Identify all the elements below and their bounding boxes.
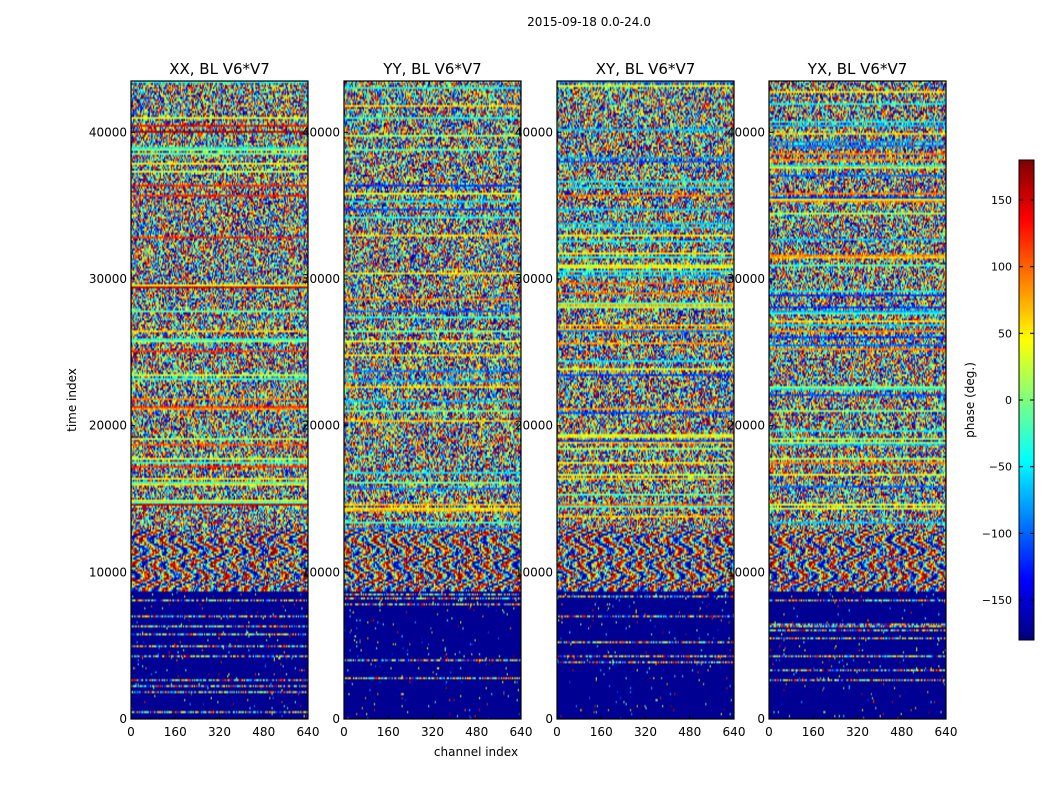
panel-title: YX, BL V6*V7 (807, 60, 908, 78)
x-tick-label: 640 (297, 725, 320, 739)
heatmap-panel: XX, BL V6*V7 0 160 320 480 640 0 10000 20000 3000… (89, 60, 320, 739)
x-tick-label: 480 (465, 725, 488, 739)
x-tick-label: 320 (421, 725, 444, 739)
y-tick-label: 0 (757, 712, 765, 726)
x-tick-label: 640 (723, 725, 746, 739)
x-tick-label: 0 (340, 725, 348, 739)
y-tick-label: 40000 (302, 125, 340, 139)
heatmap-panel: YX, BL V6*V7 0 160 320 480 640 0 10000 20000 3000… (727, 60, 958, 739)
y-tick-label: 20000 (89, 419, 127, 433)
x-tick-label: 480 (252, 725, 275, 739)
y-tick-label: 10000 (89, 565, 127, 579)
colorbar: −150 −100 −50 0 50 100 150 phase (deg.) (963, 159, 1035, 641)
y-tick-label: 40000 (515, 125, 553, 139)
y-tick-label: 10000 (302, 565, 340, 579)
panel-title: XY, BL V6*V7 (596, 60, 696, 78)
x-tick-label: 480 (890, 725, 913, 739)
figure-suptitle: 2015-09-18 0.0-24.0 (527, 15, 651, 29)
x-tick-label: 320 (634, 725, 657, 739)
y-tick-label: 0 (119, 712, 127, 726)
y-tick-label: 0 (545, 712, 553, 726)
heatmap-panels: XX, BL V6*V7 0 160 320 480 640 0 10000 20000 3000… (89, 60, 958, 739)
colorbar-tick-label: 0 (1005, 394, 1012, 407)
heatmap-image (131, 81, 308, 719)
heatmap-panel: XY, BL V6*V7 0 160 320 480 640 0 10000 20000 3000… (515, 60, 746, 739)
y-tick-label: 20000 (302, 419, 340, 433)
x-tick-label: 0 (127, 725, 135, 739)
x-tick-label: 160 (802, 725, 825, 739)
colorbar-ticks: −150 −100 −50 0 50 100 150 (982, 194, 1034, 607)
x-tick-label: 480 (678, 725, 701, 739)
x-axis-label: channel index (434, 745, 518, 759)
x-tick-label: 160 (164, 725, 187, 739)
heatmap-panel: YY, BL V6*V7 0 160 320 480 640 0 10000 20000 3000… (302, 60, 533, 739)
panel-title: YY, BL V6*V7 (382, 60, 481, 78)
colorbar-tick-label: 100 (991, 261, 1012, 274)
y-tick-label: 10000 (727, 565, 765, 579)
heatmap-image (344, 81, 521, 719)
y-tick-label: 20000 (515, 419, 553, 433)
y-tick-label: 0 (332, 712, 340, 726)
x-tick-label: 640 (510, 725, 533, 739)
colorbar-label: phase (deg.) (963, 362, 977, 438)
x-tick-label: 320 (846, 725, 869, 739)
colorbar-tick-label: −100 (982, 527, 1012, 540)
colorbar-tick-label: −150 (982, 594, 1012, 607)
x-tick-label: 160 (377, 725, 400, 739)
x-tick-label: 0 (553, 725, 561, 739)
y-tick-label: 20000 (727, 419, 765, 433)
x-tick-label: 0 (765, 725, 773, 739)
x-tick-label: 640 (935, 725, 958, 739)
y-tick-label: 40000 (727, 125, 765, 139)
x-tick-label: 320 (208, 725, 231, 739)
panel-title: XX, BL V6*V7 (169, 60, 270, 78)
heatmap-image (557, 81, 734, 719)
y-tick-label: 40000 (89, 125, 127, 139)
x-tick-label: 160 (590, 725, 613, 739)
y-axis-label: time index (65, 368, 79, 432)
y-tick-label: 30000 (727, 272, 765, 286)
y-tick-label: 30000 (302, 272, 340, 286)
heatmap-image (769, 81, 946, 719)
colorbar-tick-label: 150 (991, 194, 1012, 207)
y-tick-label: 10000 (515, 565, 553, 579)
y-tick-label: 30000 (515, 272, 553, 286)
colorbar-tick-label: −50 (989, 461, 1012, 474)
colorbar-tick-label: 50 (998, 327, 1012, 340)
y-tick-label: 30000 (89, 272, 127, 286)
